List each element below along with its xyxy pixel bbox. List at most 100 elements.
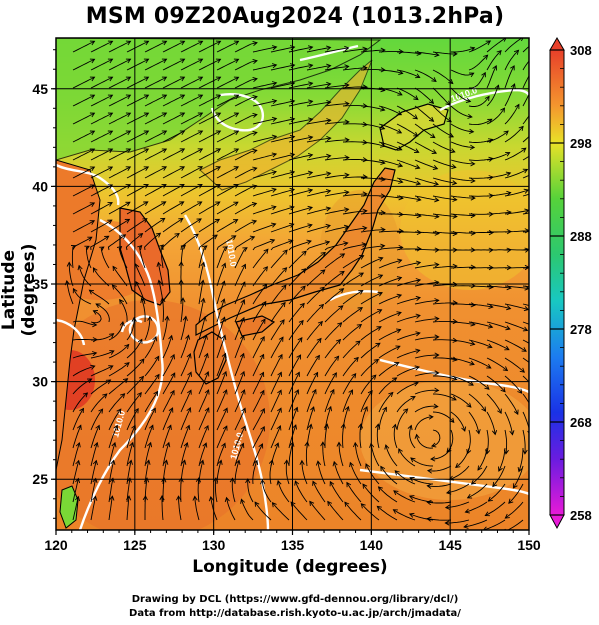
streamline-arrow [348, 389, 353, 395]
streamline [90, 496, 96, 521]
streamline-arrow [197, 130, 204, 136]
streamline-arrow [137, 338, 143, 344]
streamline-arrow [521, 38, 524, 42]
streamline [180, 58, 203, 71]
streamline-arrow [329, 388, 335, 395]
streamline-arrow [308, 117, 314, 123]
streamline [72, 460, 80, 485]
streamline [468, 339, 492, 348]
streamline [144, 391, 158, 413]
streamline [252, 318, 266, 341]
streamline-arrow [70, 245, 77, 250]
streamline [126, 112, 149, 125]
streamline [432, 320, 458, 323]
streamline [162, 407, 174, 431]
streamline-arrow [382, 406, 387, 412]
streamline-arrow [414, 164, 421, 170]
colorbar-scale [549, 49, 565, 516]
streamline-arrow [434, 197, 440, 203]
streamline-arrow [358, 255, 365, 260]
streamline-arrow [231, 235, 237, 241]
streamline-arrow [477, 465, 483, 471]
streamline-arrow [75, 442, 81, 448]
streamline-arrow [430, 133, 436, 139]
streamline [446, 483, 470, 494]
streamline [468, 393, 486, 412]
streamline [144, 201, 166, 215]
streamline-arrow [522, 326, 529, 332]
streamline [324, 339, 341, 359]
streamline [522, 321, 529, 325]
streamline [465, 501, 488, 513]
streamline [72, 220, 95, 233]
streamline [504, 429, 508, 454]
streamline-arrow [260, 335, 265, 342]
streamline [108, 478, 114, 503]
streamline-arrow [362, 208, 368, 214]
streamline [342, 243, 367, 251]
streamline-arrow [521, 347, 527, 352]
streamline [126, 218, 148, 233]
streamline [414, 318, 439, 323]
streamline [504, 38, 523, 53]
streamline-arrow [360, 503, 366, 509]
streamline [144, 495, 146, 520]
streamline [216, 235, 236, 251]
streamline-arrow [329, 480, 335, 487]
streamline [93, 267, 110, 287]
streamline [360, 245, 385, 251]
streamline-arrow [455, 463, 461, 468]
streamline [72, 94, 95, 107]
streamline-arrow [492, 481, 498, 488]
streamline-arrow [428, 98, 435, 104]
streamline [376, 424, 380, 449]
streamline-arrow [89, 58, 96, 64]
streamline-arrow [208, 495, 214, 502]
streamline-arrow [143, 166, 150, 171]
streamline-arrow [145, 459, 151, 465]
streamline [450, 195, 475, 199]
streamline [432, 213, 457, 218]
streamline-arrow [197, 183, 203, 189]
streamline-arrow [92, 310, 98, 315]
streamline-arrow [221, 352, 227, 359]
streamline [508, 483, 524, 504]
streamline-arrow [89, 202, 96, 207]
streamline [492, 465, 506, 487]
streamline [360, 503, 380, 521]
streamline [72, 76, 95, 89]
streamline-arrow [110, 459, 116, 466]
streamline [252, 46, 277, 53]
streamline-arrow [470, 340, 476, 346]
streamline-arrow [505, 325, 511, 331]
streamline [144, 130, 167, 143]
streamline [90, 460, 97, 485]
colorbar-tick-label: 298 [570, 136, 592, 151]
streamline [416, 434, 434, 449]
streamline-arrow [152, 335, 158, 342]
streamline [160, 244, 164, 269]
streamline-arrow [120, 234, 127, 240]
streamline [180, 390, 192, 413]
streamline-arrow [542, 208, 546, 212]
streamline-arrow [470, 479, 477, 485]
x-tick-label: 130 [202, 537, 226, 553]
streamline [396, 51, 421, 55]
streamline [108, 408, 122, 431]
streamline [198, 425, 209, 449]
streamline [317, 461, 326, 485]
streamline [234, 42, 258, 53]
streamline-arrow [161, 40, 168, 46]
streamline [180, 148, 203, 161]
streamline-arrow [524, 264, 529, 271]
streamline-arrow [289, 205, 295, 211]
streamline-arrow [470, 195, 476, 201]
streamline-arrow [319, 286, 325, 292]
streamline-arrow [540, 167, 545, 171]
streamline [162, 58, 185, 71]
streamline-arrow [307, 170, 314, 176]
streamline-arrow [99, 246, 105, 252]
streamline-arrow [107, 219, 113, 225]
streamline [324, 242, 348, 251]
streamline-arrow [84, 245, 90, 251]
